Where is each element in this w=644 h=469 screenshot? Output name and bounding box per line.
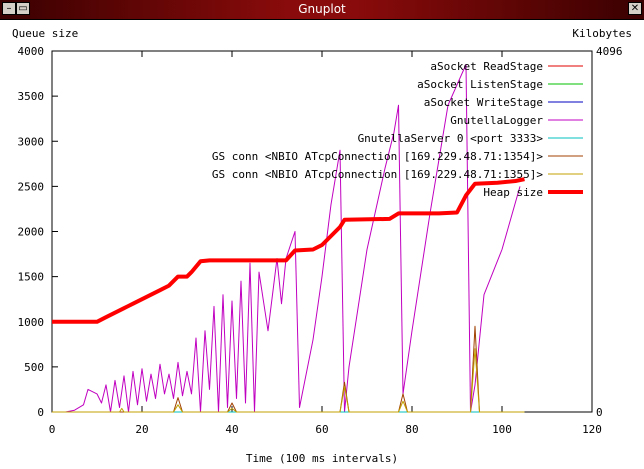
legend-entry-label: aSocket WriteStage (424, 96, 543, 109)
legend-entry-label: GnutellaLogger (450, 114, 543, 127)
legend-entry-label: GS conn <NBIO ATcpConnection [169.229.48… (212, 168, 544, 181)
y-tick-label: 3500 (18, 90, 45, 103)
series-line (52, 348, 525, 413)
x-tick-label: 20 (135, 423, 148, 436)
y-tick-label: 500 (24, 361, 44, 374)
y2-tick-label: 4096 (596, 45, 623, 58)
x-axis-label: Time (100 ms intervals) (246, 452, 398, 465)
legend-entry-label: GS conn <NBIO ATcpConnection [169.229.48… (212, 150, 544, 163)
close-icon[interactable]: ✕ (628, 2, 642, 15)
y-tick-label: 1500 (18, 271, 45, 284)
gnuplot-chart: 0 20 40 60 80 100 120 0 500 1000 1500 2000 2500 3000 3… (12, 27, 632, 465)
x-tick-label: 60 (315, 423, 328, 436)
y-tick-label: 2500 (18, 180, 45, 193)
x-tick-label: 40 (225, 423, 238, 436)
x-tick-label: 100 (492, 423, 512, 436)
x-tick-label: 0 (49, 423, 56, 436)
y-tick-label: 0 (37, 406, 44, 419)
legend-entry-label: aSocket ReadStage (430, 60, 543, 73)
y-tick-label: 2000 (18, 226, 45, 239)
series-line (65, 64, 521, 413)
window-title: Gnuplot (298, 2, 346, 16)
series-line (52, 325, 525, 413)
y2-tick-label-zero: 0 (596, 406, 603, 419)
series-line (52, 177, 525, 324)
y-tick-label: 3000 (18, 135, 45, 148)
legend-entry-label: aSocket ListenStage (417, 78, 543, 91)
y2-axis-label: Kilobytes (572, 27, 632, 40)
x-tick-label: 80 (405, 423, 418, 436)
y-axis-label: Queue size (12, 27, 78, 40)
legend-entry-label: GnutellaServer 0 <port 3333> (358, 132, 544, 145)
x-tick-label: 120 (582, 423, 602, 436)
window-menu-icon[interactable]: – (2, 2, 16, 15)
y-tick-label: 4000 (18, 45, 45, 58)
y-tick-label: 1000 (18, 316, 45, 329)
legend-entry-label: Heap size (483, 186, 543, 199)
minimize-icon[interactable]: ▭ (16, 2, 30, 15)
title-bar[interactable]: – ▭ Gnuplot ✕ (0, 0, 644, 20)
